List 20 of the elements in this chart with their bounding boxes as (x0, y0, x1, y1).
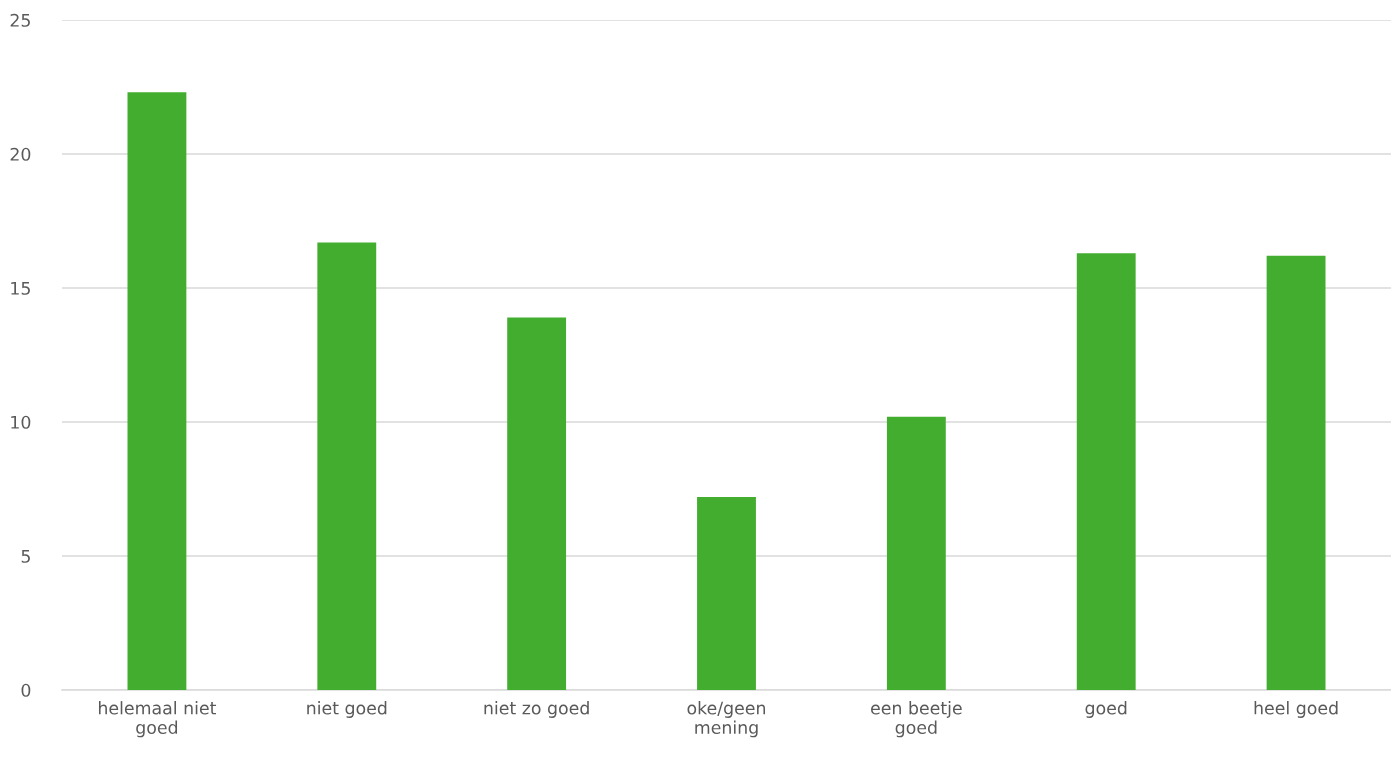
x-tick-label: goed (1085, 701, 1127, 718)
bar (1076, 253, 1136, 690)
x-tick-label: helemaal niet goed (98, 701, 217, 738)
bar (1266, 255, 1326, 690)
x-tick-label: niet goed (307, 701, 387, 718)
bar (317, 242, 377, 690)
bar (507, 317, 567, 690)
x-tick-label: heel goed (1254, 701, 1338, 718)
x-tick-label: niet zo goed (484, 701, 589, 718)
x-tick-label: een beetje goed (871, 701, 962, 738)
bar (886, 416, 946, 690)
y-tick-label: 25 (10, 13, 30, 27)
y-tick-label: 20 (10, 147, 31, 161)
bar (697, 497, 756, 690)
y-tick-label: 10 (11, 415, 31, 429)
y-tick-label: 0 (21, 683, 31, 697)
x-tick-label: oke/geen mening (687, 701, 766, 738)
y-tick-label: 5 (21, 549, 30, 563)
bar (127, 92, 187, 690)
y-tick-label: 15 (11, 281, 30, 295)
